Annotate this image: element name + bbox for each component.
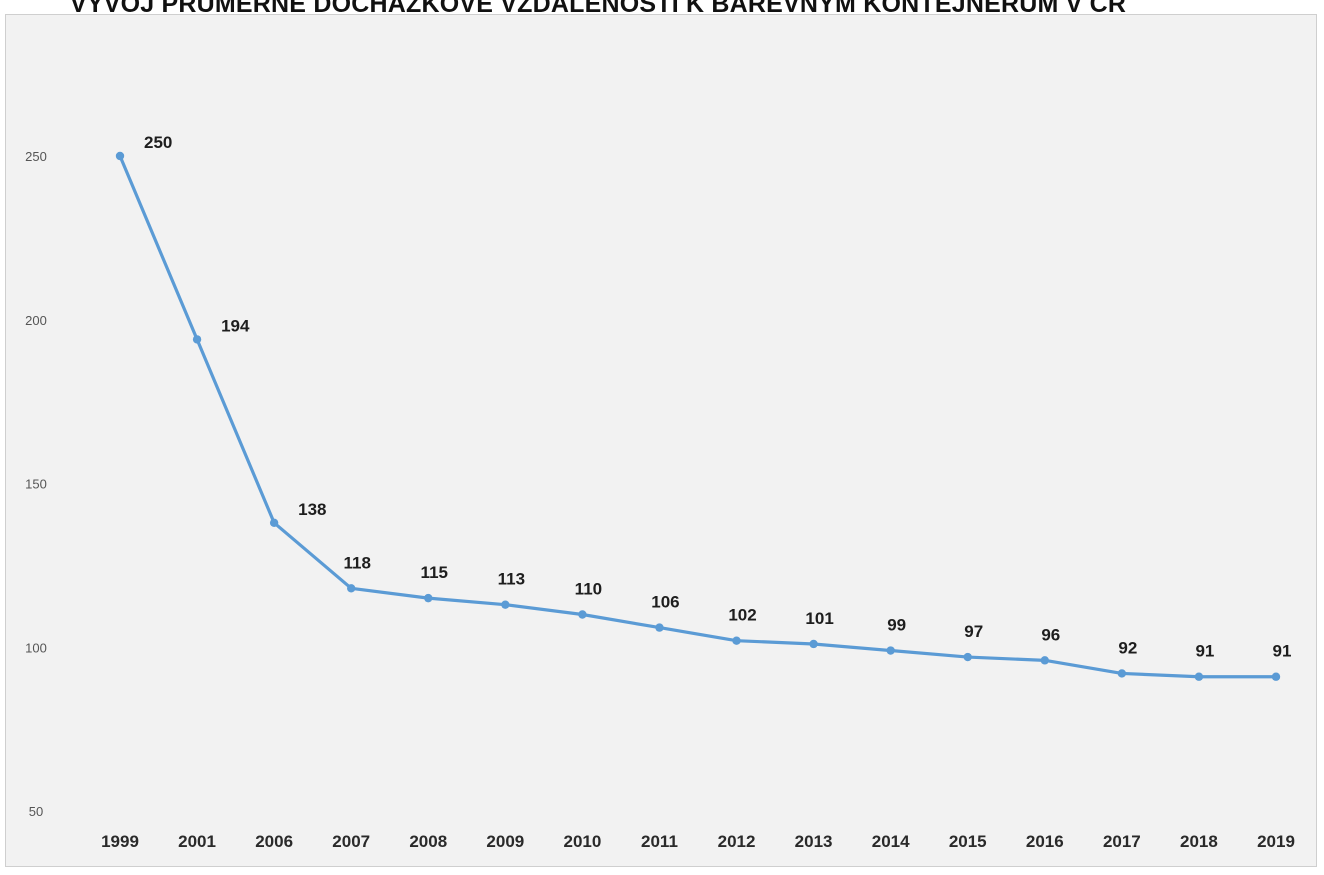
x-tick-label: 2017 <box>1103 832 1141 851</box>
x-tick-label: 2007 <box>332 832 370 851</box>
y-tick-label: 200 <box>25 313 47 328</box>
data-label: 91 <box>1195 642 1214 661</box>
chart-area: 50 100 150 200 250 1999 2001 2006 2007 2008 2009 2… <box>5 14 1317 867</box>
data-point <box>1117 669 1127 678</box>
x-tick-label: 2006 <box>255 832 293 851</box>
data-label: 250 <box>144 133 172 152</box>
data-point <box>269 518 279 527</box>
data-point <box>424 593 433 603</box>
x-tick-label: 2016 <box>1026 832 1064 851</box>
y-axis: 50 100 150 200 250 <box>25 149 47 819</box>
data-point <box>732 636 741 645</box>
data-label: 138 <box>298 500 326 519</box>
y-tick-label: 250 <box>25 149 47 164</box>
chart-title: VÝVOJ PRŮMĚRNÉ DOCHÁZKOVÉ VZDÁLENOSTI K … <box>70 0 1127 18</box>
data-label: 194 <box>221 316 250 335</box>
series-line <box>118 154 1278 679</box>
y-tick-label: 100 <box>25 640 47 655</box>
x-tick-label: 2014 <box>872 832 910 851</box>
data-point <box>655 623 664 632</box>
data-label: 102 <box>728 606 756 625</box>
x-axis: 1999 2001 2006 2007 2008 2009 2010 2011 2012 2013… <box>101 832 1295 851</box>
data-point <box>347 584 356 593</box>
x-tick-label: 2013 <box>795 832 833 851</box>
y-tick-label: 150 <box>25 477 47 492</box>
data-point <box>1040 656 1050 665</box>
x-tick-label: 2015 <box>949 832 987 851</box>
y-tick-label: 50 <box>29 804 43 819</box>
data-label: 96 <box>1041 625 1060 644</box>
data-label: 110 <box>575 580 602 599</box>
data-point <box>578 610 587 619</box>
data-label: 118 <box>343 553 370 572</box>
x-tick-label: 2010 <box>563 832 601 851</box>
data-point <box>963 652 972 662</box>
x-tick-label: 2001 <box>178 832 216 851</box>
data-label: 99 <box>887 616 906 635</box>
line-chart: 50 100 150 200 250 1999 2001 2006 2007 2008 2009 2… <box>25 133 1295 851</box>
data-point <box>886 646 895 655</box>
data-label: 97 <box>964 622 983 641</box>
data-label: 113 <box>498 570 525 589</box>
data-point <box>1271 672 1281 681</box>
x-tick-label: 2012 <box>718 832 756 851</box>
data-label: 106 <box>651 593 679 612</box>
data-point <box>192 335 202 344</box>
data-point <box>1194 672 1204 681</box>
data-label: 91 <box>1273 642 1292 661</box>
data-label: 115 <box>421 563 448 582</box>
x-tick-label: 2011 <box>641 832 678 851</box>
data-point <box>501 600 510 609</box>
x-tick-label: 2018 <box>1180 832 1218 851</box>
data-label: 92 <box>1118 638 1137 657</box>
x-tick-label: 2008 <box>409 832 447 851</box>
data-label: 101 <box>805 609 833 628</box>
data-labels: 250 194 138 118 115 113 110 106 102 101 99 97 96 92 91… <box>144 133 1291 661</box>
data-point <box>115 151 125 161</box>
x-tick-label: 2019 <box>1257 832 1295 851</box>
series-layer <box>115 151 1281 681</box>
data-point <box>809 639 818 649</box>
x-tick-label: 1999 <box>101 832 139 851</box>
x-tick-label: 2009 <box>486 832 524 851</box>
